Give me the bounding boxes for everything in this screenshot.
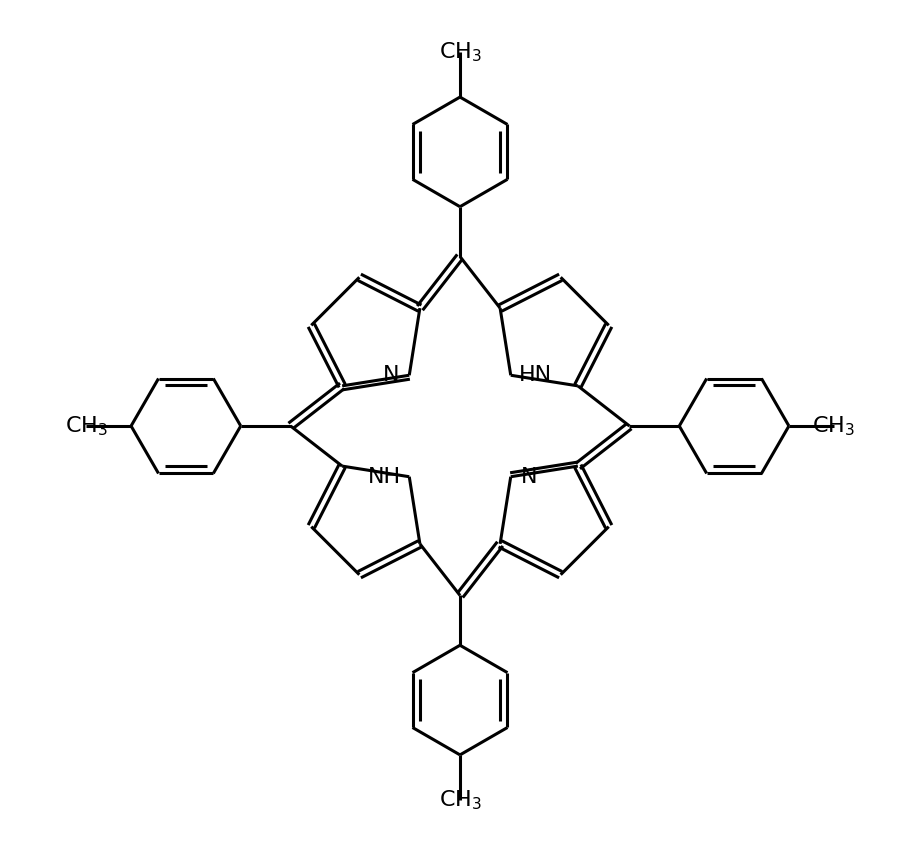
Text: CH$_3$: CH$_3$ (64, 414, 108, 438)
Text: CH$_3$: CH$_3$ (438, 788, 482, 812)
Text: NH: NH (368, 467, 402, 487)
Text: HN: HN (519, 365, 552, 385)
Text: N: N (383, 365, 400, 385)
Text: CH$_3$: CH$_3$ (438, 40, 482, 64)
Text: CH$_3$: CH$_3$ (812, 414, 856, 438)
Text: N: N (520, 467, 537, 487)
